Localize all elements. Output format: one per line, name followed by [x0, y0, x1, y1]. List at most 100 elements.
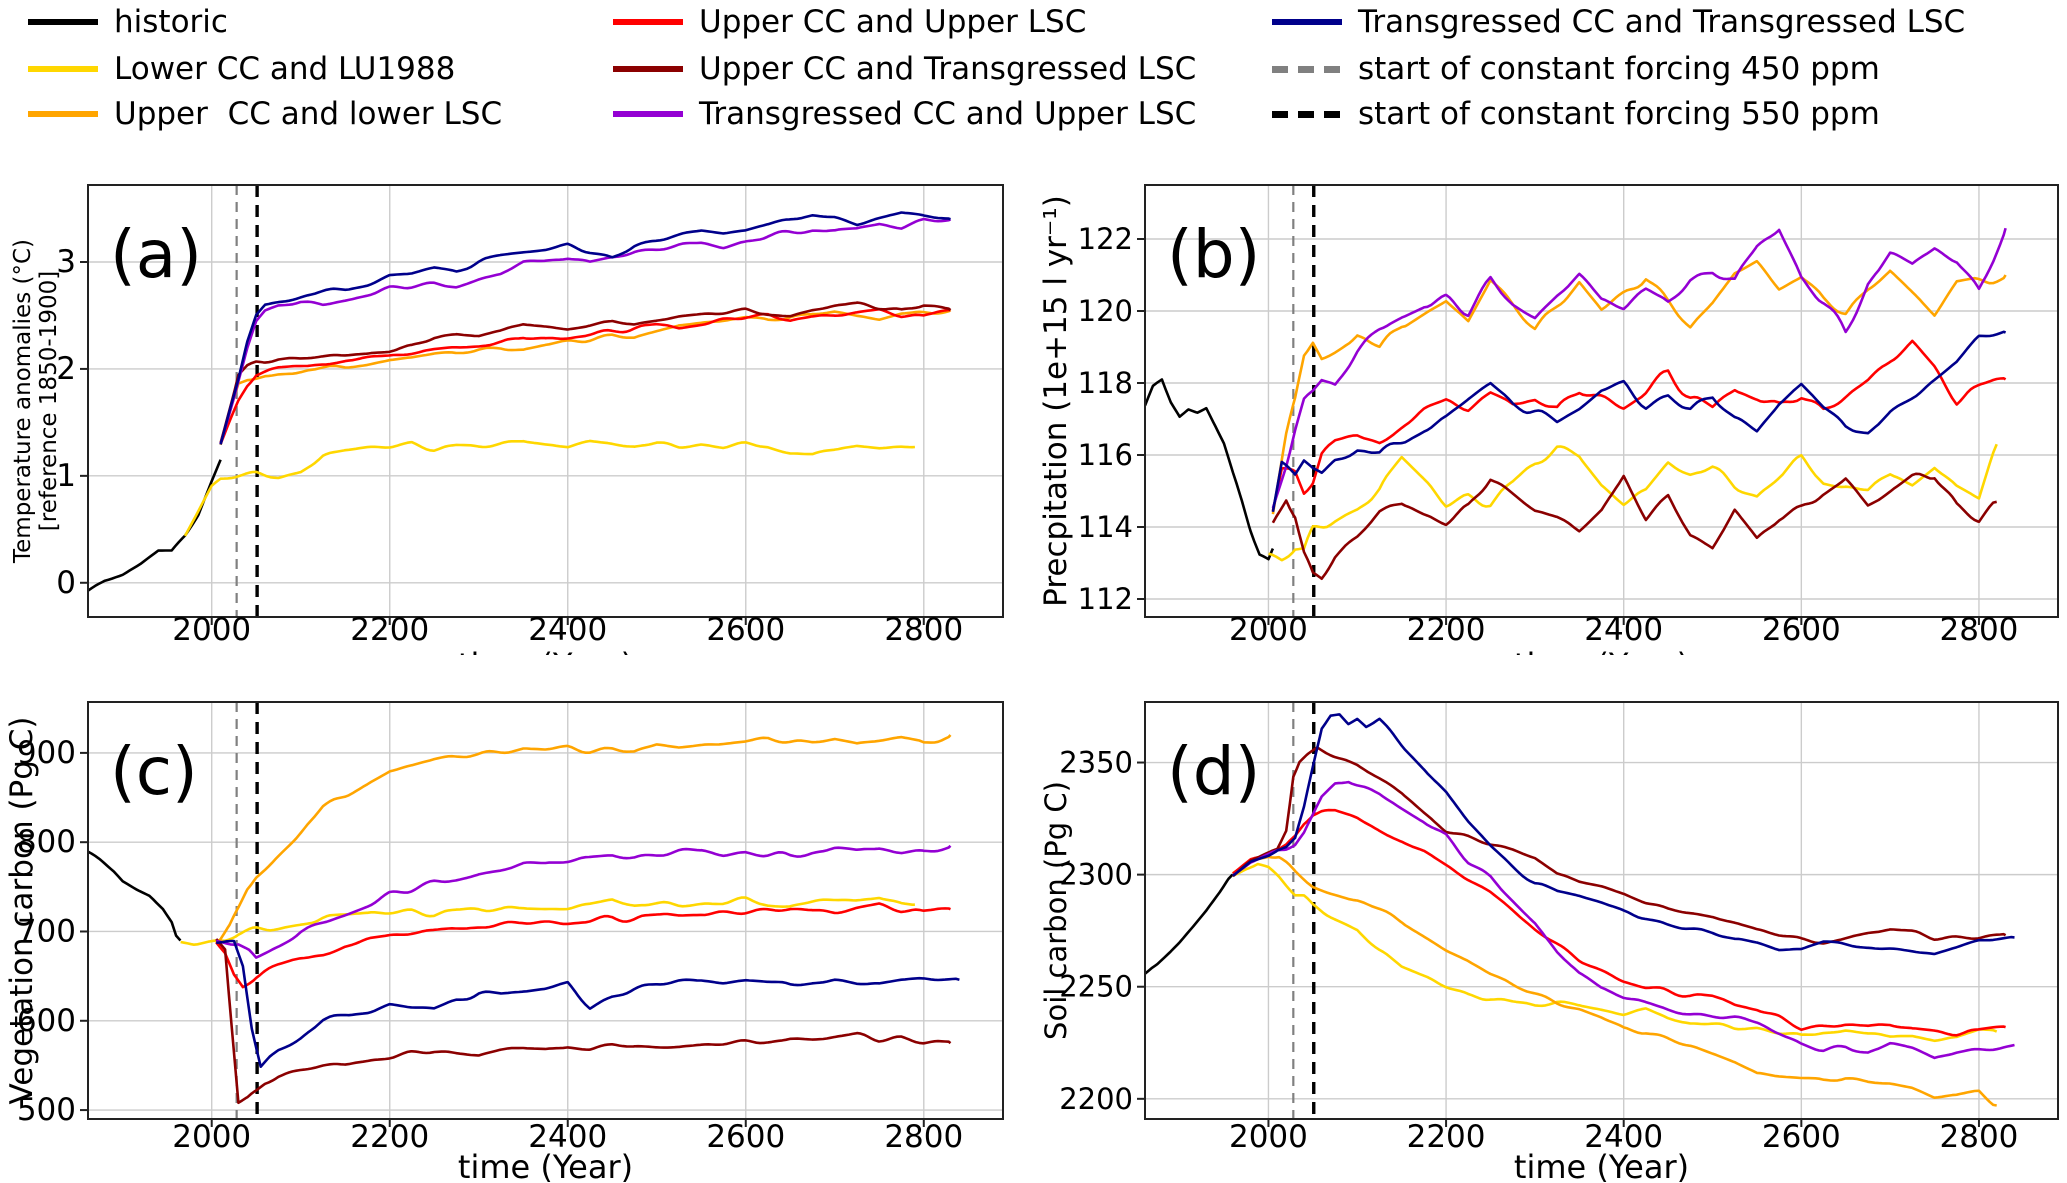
series-line-upper-cc-and-upper-lsc: [219, 307, 951, 445]
upper-cc-transgressed-lsc-line-swatch: [613, 66, 683, 72]
panel-a-chart: 2000 2200 2400 2600 2800 0 1 2 3 time (Year) Tempe…: [10, 184, 1004, 684]
series-line-lower-cc-and-lu1988: [180, 896, 915, 946]
x-tick-label: 2800: [884, 1119, 963, 1155]
panel-d-soil-carbon: 2000 2200 2400 2600 2800 2200 2250 2300 2350 time…: [1034, 655, 2067, 1183]
x-tick-label: 2000: [1229, 1119, 1308, 1155]
series-line-lower-cc-and-lu1988: [1268, 443, 1998, 562]
y-axis-label-line2: [reference 1850-1900]: [36, 271, 62, 531]
series-line-upper-cc-and-upper-lsc: [1271, 339, 2007, 512]
legend-item-upper-cc-transgressed-lsc: Upper CC and Transgressed LSC: [613, 52, 1196, 86]
y-tick-label: 2350: [1059, 746, 1133, 780]
legend-item-upper-cc-lower-lsc: Upper CC and lower LSC: [28, 97, 502, 131]
y-tick-label: 2200: [1059, 1082, 1133, 1116]
legend-label: start of constant forcing 450 ppm: [1358, 51, 1880, 87]
panel-d-chart: 2000 2200 2400 2600 2800 2200 2250 2300 2350 time…: [1039, 701, 2059, 1183]
panel-b-chart: 2000 2200 2400 2600 2800 112 114 116 118 120 122 ti…: [1038, 184, 2059, 684]
legend-label: historic: [114, 4, 228, 40]
series-line-transgressed-cc-and-upper-lsc: [215, 844, 952, 959]
x-tick-label: 2400: [1584, 612, 1663, 648]
series-line-historic: [88, 850, 182, 942]
plot-border: [87, 184, 1004, 618]
x-tick-label: 2400: [1584, 1119, 1663, 1155]
series-line-transgressed-cc-and-upper-lsc: [1232, 780, 2015, 1060]
y-tick-label: 2300: [1059, 858, 1133, 892]
y-tick-label: 800: [17, 824, 76, 860]
x-tick-label: 2400: [528, 612, 607, 648]
legend-item-transgressed-cc-upper-lsc: Transgressed CC and Upper LSC: [613, 97, 1196, 131]
legend-item-upper-cc-upper-lsc: Upper CC and Upper LSC: [613, 5, 1086, 39]
transgressed-cc-transgressed-lsc-line-swatch: [1272, 19, 1342, 25]
series-line-upper-cc-and-upper-lsc: [215, 902, 951, 989]
legend-label: start of constant forcing 550 ppm: [1358, 96, 1880, 132]
series-line-transgressed-cc-and-transgressed-lsc: [219, 211, 951, 445]
y-tick-label: 600: [17, 1003, 76, 1039]
legend-item-forcing-550: start of constant forcing 550 ppm: [1272, 97, 1880, 131]
series-line-historic: [1145, 378, 1275, 561]
upper-cc-upper-lsc-line-swatch: [613, 19, 683, 25]
x-tick-label: 2600: [706, 612, 785, 648]
panel-a-temperature: 2000 2200 2400 2600 2800 0 1 2 3 time (Year) Tempe…: [0, 130, 1034, 684]
x-tick-label: 2000: [1229, 612, 1308, 648]
plot-border: [1144, 184, 2059, 618]
series-line-lower-cc-and-lu1988: [183, 439, 915, 537]
panel-b-precipitation: 2000 2200 2400 2600 2800 112 114 116 118 120 122 ti…: [1034, 130, 2067, 684]
legend-item-transgressed-cc-transgressed-lsc: Transgressed CC and Transgressed LSC: [1272, 5, 1965, 39]
y-tick-label: 0: [56, 565, 76, 601]
x-tick-label: 2400: [528, 1119, 607, 1155]
forcing-550-dashed-swatch: [1272, 110, 1342, 118]
plot-border: [87, 701, 1004, 1120]
series-line-transgressed-cc-and-transgressed-lsc: [1232, 713, 2015, 956]
x-tick-label: 2600: [1762, 612, 1841, 648]
x-tick-label: 2200: [350, 1119, 429, 1155]
x-tick-label: 2600: [1762, 1119, 1841, 1155]
x-tick-label: 2800: [1940, 612, 2019, 648]
y-tick-label: 112: [1078, 582, 1133, 616]
y-tick-label: 114: [1078, 510, 1133, 544]
series-line-upper-cc-and-upper-lsc: [1232, 808, 2006, 1037]
y-axis-label: Vegetation carbon (Pg C): [4, 717, 40, 1105]
y-tick-label: 118: [1078, 366, 1133, 400]
y-tick-label: 116: [1078, 438, 1133, 472]
x-tick-label: 2800: [1940, 1119, 2019, 1155]
series-line-transgressed-cc-and-upper-lsc: [219, 217, 952, 445]
legend-item-historic: historic: [28, 5, 228, 39]
series-line-upper-cc-and-transgressed-lsc: [1232, 746, 2007, 945]
legend-item-lower-cc-lu1988: Lower CC and LU1988: [28, 52, 455, 86]
legend-label: Upper CC and Transgressed LSC: [699, 51, 1197, 87]
y-tick-label: 3: [56, 244, 76, 280]
legend-label: Upper CC and lower LSC: [114, 96, 503, 132]
legend-item-forcing-450: start of constant forcing 450 ppm: [1272, 52, 1880, 86]
y-tick-label: 900: [17, 735, 76, 771]
x-tick-label: 2800: [884, 612, 963, 648]
series-line-transgressed-cc-and-upper-lsc: [1271, 227, 2007, 509]
panel-letter: (a): [110, 216, 202, 293]
series-line-upper-cc-and-transgressed-lsc: [1271, 472, 1997, 580]
y-tick-label: 120: [1078, 294, 1133, 328]
legend-label: Lower CC and LU1988: [114, 51, 456, 87]
panel-letter: (d): [1167, 733, 1260, 810]
x-tick-label: 2200: [1407, 1119, 1486, 1155]
plot-border: [1144, 701, 2059, 1120]
x-axis-label: time (Year): [1514, 1148, 1689, 1183]
y-axis-label: Soil carbon (Pg C): [1039, 781, 1073, 1040]
y-tick-label: 700: [17, 913, 76, 949]
x-axis-label: time (Year): [458, 1148, 633, 1183]
y-axis-label: Precpitation (1e+15 l yr⁻¹): [1038, 195, 1074, 607]
x-tick-label: 2200: [350, 612, 429, 648]
legend-label: Transgressed CC and Upper LSC: [699, 96, 1197, 132]
series-line-upper-cc-and-lower-lsc: [1271, 259, 2007, 515]
y-tick-label: 122: [1078, 222, 1133, 256]
forcing-450-dashed-swatch: [1272, 65, 1342, 73]
transgressed-cc-upper-lsc-line-swatch: [613, 111, 683, 117]
legend-label: Transgressed CC and Transgressed LSC: [1358, 4, 1966, 40]
legend: historic Lower CC and LU1988 Upper CC an…: [0, 0, 2067, 131]
x-axis-label: time (Year): [1514, 646, 1689, 655]
series-line-transgressed-cc-and-transgressed-lsc: [1271, 330, 2007, 513]
upper-cc-lower-lsc-line-swatch: [28, 111, 98, 117]
x-tick-label: 2000: [172, 612, 251, 648]
series-line-upper-cc-and-lower-lsc: [219, 309, 952, 446]
y-tick-label: 2250: [1059, 970, 1133, 1004]
x-tick-label: 2600: [706, 1119, 785, 1155]
legend-label: Upper CC and Upper LSC: [699, 4, 1087, 40]
